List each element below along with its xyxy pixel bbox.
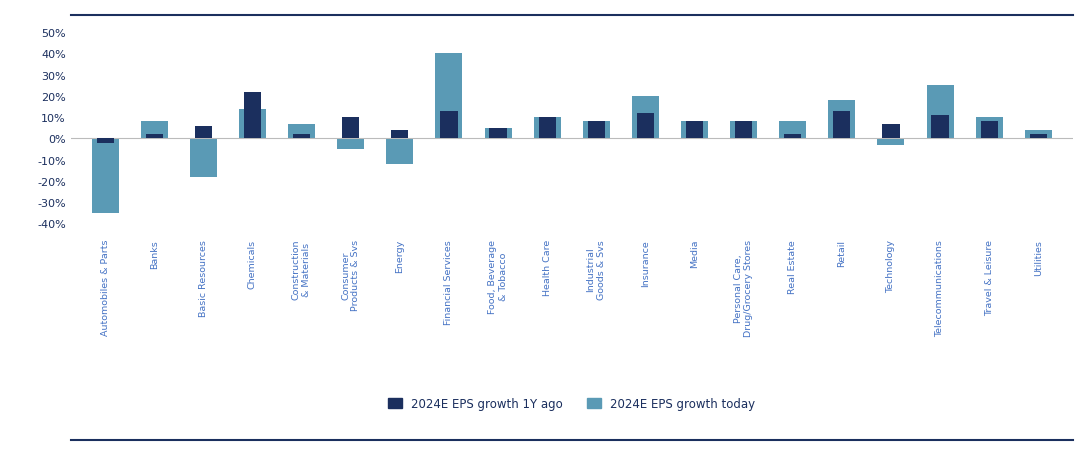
Bar	[735, 122, 752, 139]
Bar	[882, 124, 900, 139]
Bar	[189, 139, 217, 177]
Bar	[140, 122, 168, 139]
Bar	[97, 139, 113, 143]
Bar	[931, 116, 949, 139]
Bar	[436, 54, 463, 139]
Bar	[244, 92, 261, 139]
Bar	[588, 122, 604, 139]
Bar	[440, 111, 457, 139]
Bar	[293, 135, 310, 139]
Bar	[1025, 131, 1052, 139]
Bar	[195, 126, 212, 139]
Bar	[681, 122, 708, 139]
Bar	[583, 122, 610, 139]
Bar	[342, 118, 359, 139]
Bar	[878, 139, 905, 146]
Bar	[780, 122, 806, 139]
Legend: 2024E EPS growth 1Y ago, 2024E EPS growth today: 2024E EPS growth 1Y ago, 2024E EPS growt…	[383, 393, 760, 415]
Bar	[146, 135, 163, 139]
Bar	[387, 139, 414, 165]
Bar	[980, 122, 998, 139]
Bar	[338, 139, 364, 150]
Bar	[391, 131, 408, 139]
Bar	[784, 135, 802, 139]
Bar	[1030, 135, 1047, 139]
Bar	[730, 122, 757, 139]
Bar	[927, 86, 954, 139]
Bar	[489, 129, 506, 139]
Bar	[539, 118, 555, 139]
Bar	[534, 118, 561, 139]
Bar	[632, 97, 659, 139]
Bar	[833, 111, 851, 139]
Bar	[289, 124, 315, 139]
Bar	[637, 114, 654, 139]
Bar	[976, 118, 1003, 139]
Bar	[686, 122, 703, 139]
Bar	[91, 139, 119, 213]
Bar	[238, 110, 266, 139]
Bar	[829, 101, 855, 139]
Bar	[485, 129, 512, 139]
